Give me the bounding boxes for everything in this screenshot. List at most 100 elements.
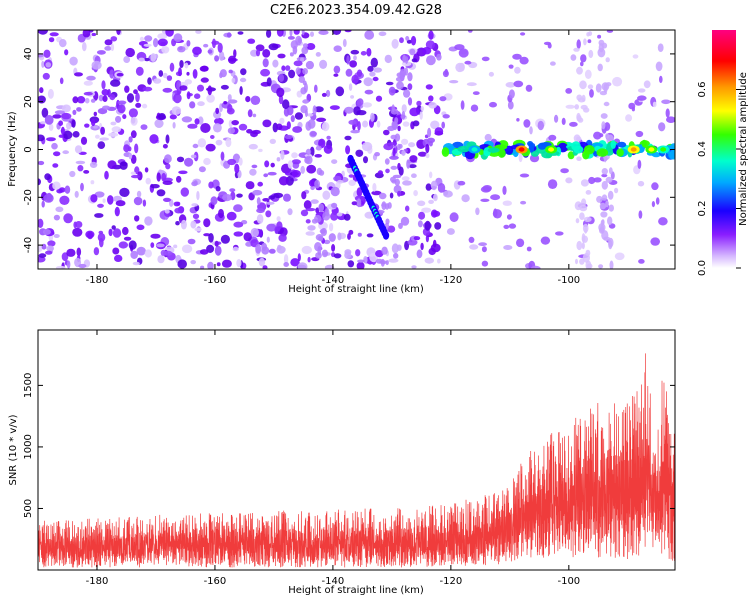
- heatmap-streak-blob: [394, 117, 399, 124]
- heatmap-noise-blob: [69, 170, 76, 178]
- heatmap-noise-blob: [144, 249, 152, 258]
- heatmap-noise-blob: [565, 88, 573, 94]
- heatmap-noise-blob: [376, 120, 381, 128]
- heatmap-noise-blob: [135, 92, 140, 103]
- heatmap-streak-blob: [318, 236, 324, 242]
- heatmap-noise-blob: [166, 75, 173, 81]
- heatmap-noise-blob: [310, 185, 315, 191]
- heatmap-noise-blob: [178, 170, 188, 175]
- heatmap-noise-blob: [655, 61, 663, 72]
- heatmap-noise-blob: [439, 96, 447, 102]
- heatmap-noise-blob: [60, 126, 65, 135]
- heatmap-noise-blob: [442, 70, 449, 78]
- heatmap-noise-blob: [458, 62, 465, 72]
- heatmap-noise-blob: [364, 211, 375, 219]
- heatmap-y-tick-label: 0: [23, 146, 34, 152]
- heatmap-noise-blob: [52, 114, 62, 119]
- heatmap-noise-blob: [466, 82, 477, 87]
- heatmap-noise-blob: [150, 53, 157, 62]
- heatmap-noise-blob: [387, 225, 396, 233]
- heatmap-noise-blob: [142, 86, 153, 92]
- heatmap-noise-blob: [425, 40, 435, 50]
- heatmap-noise-blob: [80, 182, 84, 192]
- heatmap-noise-blob: [266, 30, 272, 38]
- heatmap-streak-blob: [596, 195, 603, 203]
- heatmap-noise-blob: [516, 238, 525, 248]
- heatmap-noise-blob: [635, 130, 644, 138]
- heatmap-streak-blob: [584, 226, 588, 234]
- heatmap-noise-blob: [264, 160, 270, 168]
- heatmap-noise-blob: [428, 140, 433, 147]
- heatmap-noise-blob: [372, 182, 377, 192]
- heatmap-noise-blob: [52, 163, 59, 168]
- heatmap-streak-blob: [405, 36, 410, 41]
- heatmap-streak-blob: [301, 30, 305, 36]
- heatmap-streak-blob: [305, 155, 313, 165]
- band-hotspot-core: [548, 147, 555, 152]
- heatmap-noise-blob: [402, 180, 412, 186]
- heatmap-noise-blob: [442, 114, 450, 119]
- heatmap-noise-blob: [366, 47, 372, 57]
- heatmap-noise-blob: [222, 194, 232, 202]
- snr-x-tick-label: -160: [204, 576, 227, 587]
- heatmap-noise-blob: [287, 36, 295, 40]
- heatmap-noise-blob: [384, 54, 392, 64]
- heatmap-streak-blob: [579, 212, 585, 220]
- band-blob: [668, 150, 675, 160]
- heatmap-noise-blob: [173, 93, 182, 104]
- snr-frame: [37, 329, 676, 571]
- heatmap-noise-blob: [262, 58, 269, 68]
- heatmap-noise-blob: [565, 177, 573, 184]
- heatmap-noise-blob: [283, 262, 290, 267]
- heatmap-noise-blob: [38, 30, 48, 35]
- heatmap-noise-blob: [58, 120, 63, 126]
- heatmap-noise-blob: [236, 193, 243, 198]
- heatmap-noise-blob: [418, 211, 426, 220]
- heatmap-noise-blob: [330, 186, 340, 197]
- heatmap-noise-blob: [180, 219, 187, 230]
- heatmap-streak-blob: [605, 200, 609, 208]
- heatmap-streak-blob: [321, 249, 328, 258]
- heatmap-noise-blob: [157, 33, 168, 40]
- heatmap-noise-blob: [252, 113, 257, 118]
- heatmap-noise-blob: [124, 85, 130, 93]
- heatmap-noise-blob: [195, 30, 202, 34]
- heatmap-noise-blob: [425, 183, 432, 191]
- heatmap-noise-blob: [197, 101, 205, 107]
- heatmap-noise-blob: [428, 95, 434, 102]
- band-blob: [583, 145, 595, 155]
- heatmap-noise-blob: [47, 88, 54, 99]
- heatmap-noise-blob: [281, 65, 286, 71]
- heatmap-noise-blob: [454, 44, 465, 51]
- heatmap-noise-blob: [274, 226, 279, 234]
- heatmap-noise-blob: [354, 195, 365, 202]
- band-blob: [610, 140, 616, 149]
- heatmap-noise-blob: [388, 258, 399, 263]
- heatmap-noise-blob: [441, 121, 446, 129]
- heatmap-noise-blob: [525, 84, 533, 92]
- heatmap-noise-blob: [331, 30, 342, 35]
- heatmap-noise-blob: [666, 116, 675, 123]
- heatmap-noise-blob: [278, 73, 285, 82]
- heatmap-noise-blob: [184, 157, 194, 167]
- heatmap-noise-blob: [407, 72, 413, 82]
- heatmap-noise-blob: [227, 99, 238, 104]
- heatmap-noise-blob: [132, 261, 140, 266]
- heatmap-streak-blob: [576, 240, 583, 251]
- heatmap-noise-blob: [657, 43, 664, 52]
- heatmap-noise-blob: [550, 61, 556, 66]
- heatmap-noise-blob: [120, 161, 128, 167]
- snr-y-tick-label: 1000: [23, 434, 34, 459]
- heatmap-noise-blob: [53, 151, 61, 157]
- heatmap-noise-blob: [59, 39, 67, 48]
- heatmap-noise-blob: [638, 210, 643, 219]
- heatmap-noise-blob: [243, 232, 252, 242]
- heatmap-streak-blob: [587, 84, 594, 90]
- heatmap-noise-blob: [307, 256, 311, 263]
- heatmap-noise-blob: [233, 231, 244, 237]
- heatmap-streak-blob: [409, 48, 416, 56]
- heatmap-noise-blob: [126, 93, 135, 103]
- heatmap-noise-blob: [38, 134, 45, 142]
- heatmap-noise-blob: [508, 89, 515, 99]
- colorbar-gradient: [712, 30, 736, 268]
